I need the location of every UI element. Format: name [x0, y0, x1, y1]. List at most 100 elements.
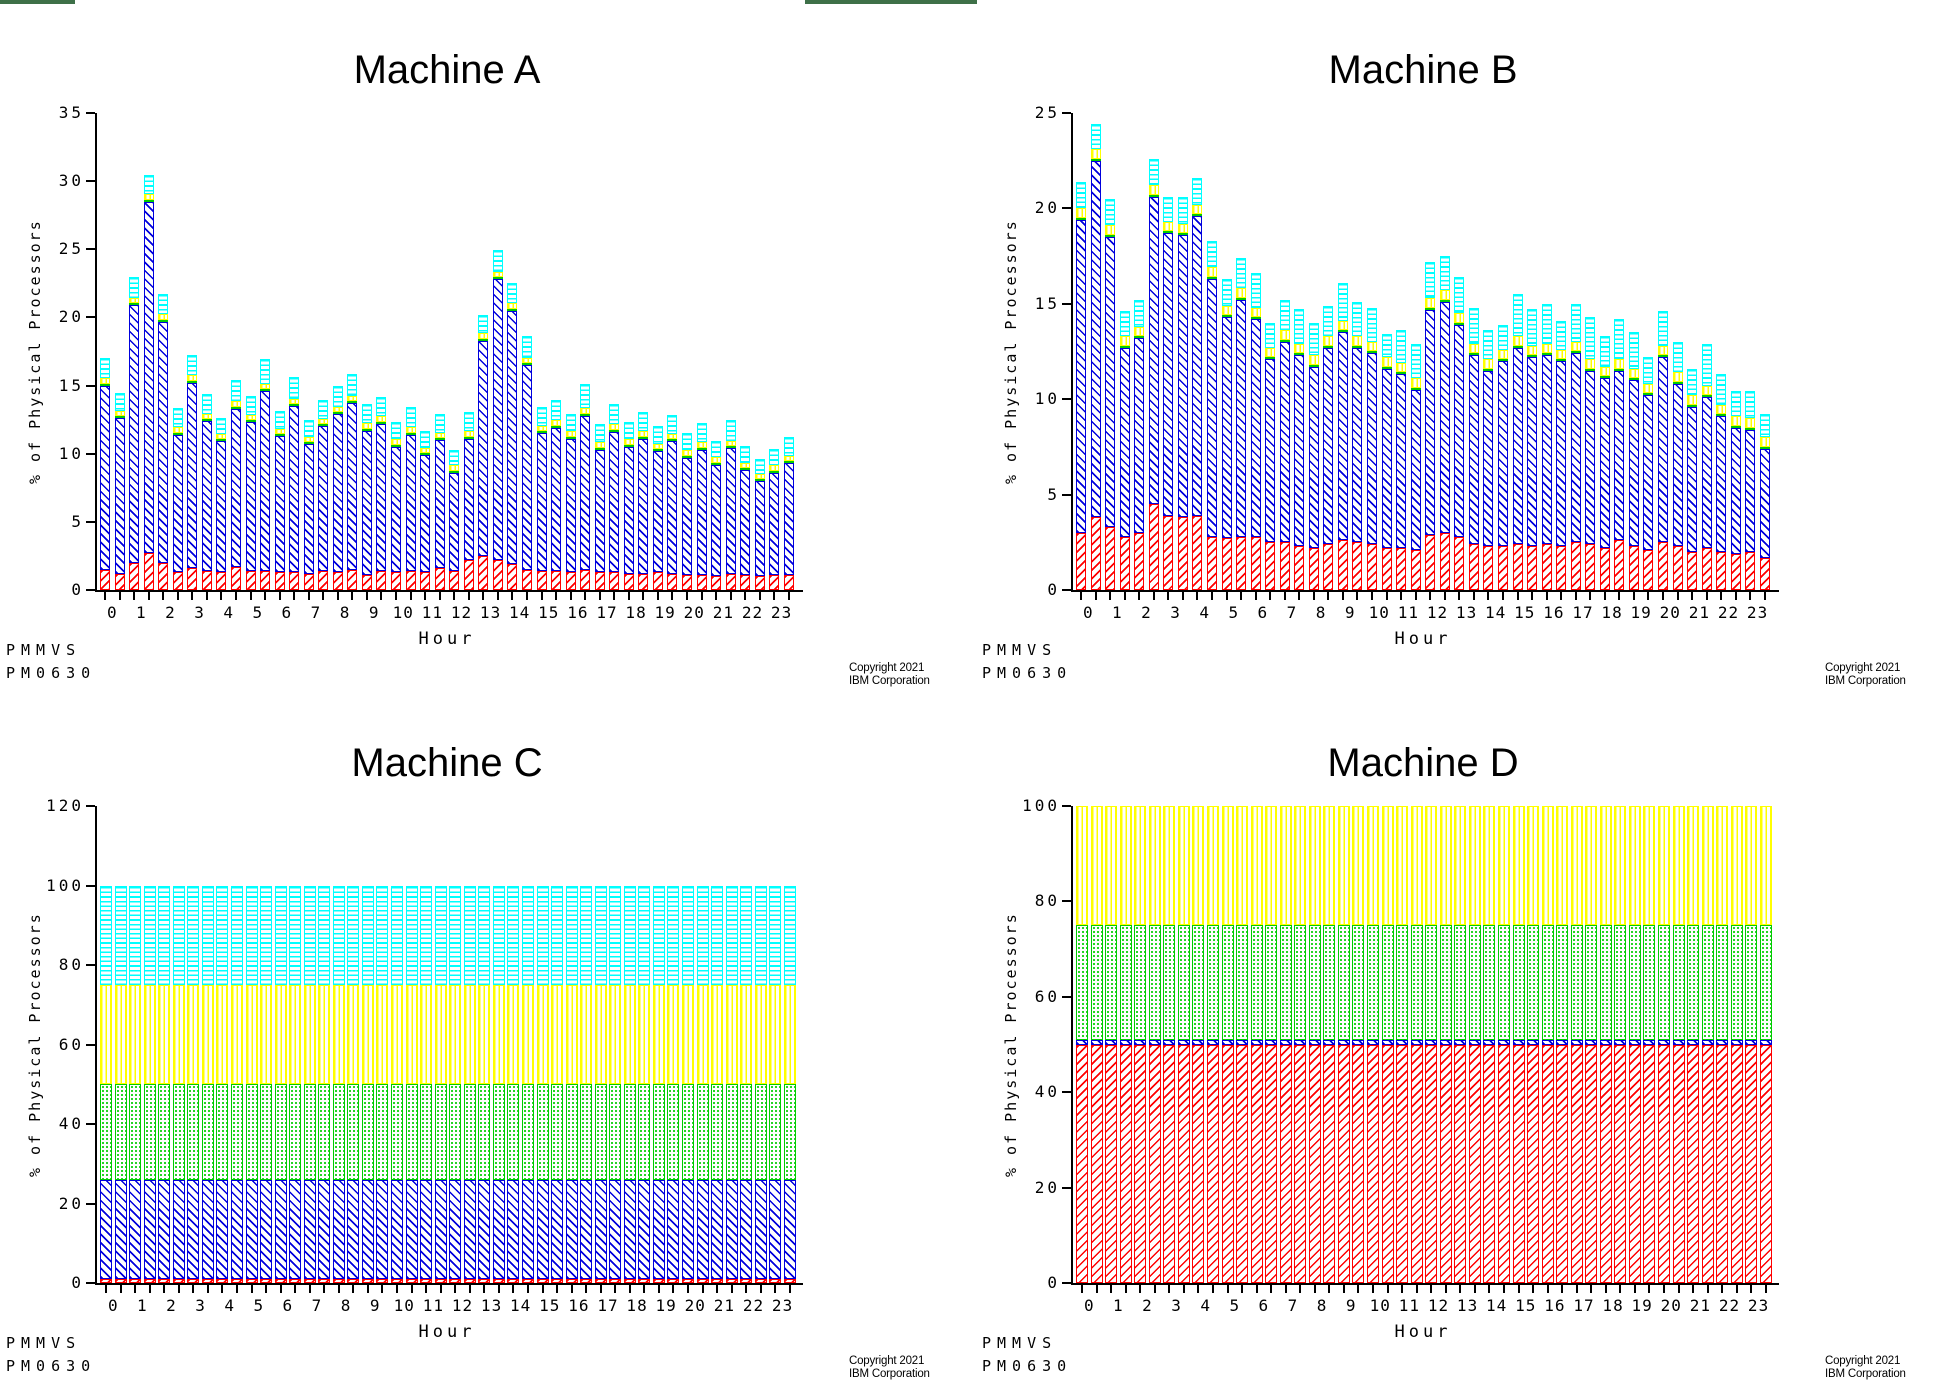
bar-segment-cyan: [216, 885, 229, 985]
bar-segment-red: [1701, 1044, 1714, 1283]
bar-segment-blue: [1119, 1039, 1132, 1045]
bar-segment-green: [1570, 925, 1583, 1040]
bar-segment-red: [332, 1279, 345, 1283]
x-tick-label: 5: [253, 1296, 265, 1315]
bar-segment-cyan: [187, 354, 198, 376]
y-tick-label: 15: [58, 375, 84, 395]
x-tick-label: 10: [1368, 603, 1390, 622]
bar-segment-green: [682, 1084, 694, 1180]
x-axis-tick: [1706, 1284, 1709, 1293]
bar-segment-yellow: [187, 984, 200, 1085]
bar-segment-green: [740, 468, 751, 471]
y-axis-tick: [1062, 805, 1071, 807]
product-code-line2: PM0630: [6, 664, 97, 682]
x-tick-label: 13: [1456, 1296, 1479, 1315]
bar-segment-yellow: [1163, 806, 1176, 926]
copyright-notice: Copyright 2021 IBM Corporation: [849, 1355, 930, 1381]
bar-segment-blue: [1192, 1039, 1205, 1045]
stacked-bar: [1323, 806, 1336, 1283]
x-tick-label: 19: [655, 1296, 677, 1315]
stacked-bar: [289, 376, 300, 590]
stacked-bar: [1687, 368, 1698, 590]
x-axis-tick: [1298, 591, 1301, 600]
copyright-line2: IBM Corporation: [1825, 675, 1906, 687]
bar-segment-blue: [274, 1179, 287, 1280]
bar-segment-blue: [1206, 1039, 1219, 1045]
bar-segment-red: [1599, 548, 1610, 590]
stacked-bar: [1527, 806, 1540, 1283]
bar-segment-yellow: [1119, 806, 1132, 926]
bar-segment-cyan: [1396, 330, 1407, 363]
x-tick-label: 22: [741, 603, 764, 622]
bar-segment-red: [594, 1279, 607, 1283]
x-tick-label: 16: [568, 1296, 590, 1315]
bar-segment-green: [1308, 925, 1321, 1040]
bar-segment-green: [551, 1084, 564, 1180]
bar-segment-blue: [245, 422, 256, 571]
stacked-bar: [783, 885, 796, 1283]
copyright-notice: Copyright 2021 IBM Corporation: [1825, 662, 1906, 688]
bar-segment-yellow: [1410, 806, 1423, 926]
bar-segment-cyan: [1658, 311, 1668, 346]
x-axis-tick: [1138, 591, 1141, 600]
bar-segment-red: [769, 575, 780, 590]
bar-segment-blue: [492, 279, 503, 561]
bar-segment-red: [114, 573, 125, 590]
bar-segment-red: [1512, 544, 1523, 590]
bar-segment-yellow: [783, 984, 796, 1085]
x-axis-tick: [1255, 1284, 1258, 1293]
x-axis-label: Hour: [1394, 629, 1452, 649]
bar-segment-green: [201, 419, 212, 421]
bar-segment-green: [1134, 925, 1147, 1040]
bar-segment-green: [1410, 925, 1423, 1040]
y-axis-tick: [1062, 112, 1071, 114]
bar-segment-blue: [1105, 1039, 1118, 1045]
bar-segment-red: [1352, 1044, 1365, 1283]
stacked-bar: [1570, 303, 1581, 590]
product-code-line2: PM0630: [6, 1357, 97, 1375]
stacked-bar: [1527, 309, 1538, 590]
y-tick-label: 10: [58, 443, 84, 463]
chart-title: Machine B: [1328, 48, 1518, 92]
bar-segment-cyan: [347, 374, 358, 396]
bar-segment-cyan: [1148, 158, 1159, 186]
x-axis-tick: [672, 1284, 675, 1293]
bar-segment-yellow: [1658, 806, 1670, 926]
bar-segment-green: [1221, 315, 1232, 318]
bar-segment-red: [1759, 1044, 1772, 1283]
bar-segment-red: [405, 1279, 418, 1283]
bar-segment-green: [1628, 378, 1639, 381]
bar-segment-red: [1672, 546, 1683, 590]
bar-segment-blue: [783, 463, 794, 575]
bar-segment-yellow: [1716, 806, 1729, 926]
stacked-bar: [230, 885, 243, 1283]
bar-segment-red: [725, 1279, 738, 1283]
x-axis-tick: [643, 1284, 646, 1293]
bar-segment-yellow: [1294, 343, 1305, 354]
copyright-line1: Copyright 2021: [849, 662, 925, 674]
stacked-bar: [580, 383, 591, 590]
bar-segment-red: [1294, 546, 1305, 590]
stacked-bar: [1730, 391, 1741, 590]
x-axis-tick: [163, 1284, 166, 1293]
x-tick-label: 0: [106, 603, 118, 622]
bar-segment-red: [1658, 1044, 1670, 1283]
bar-segment-cyan: [1119, 311, 1130, 337]
x-axis-tick: [1589, 591, 1592, 600]
x-axis-tick: [1109, 591, 1112, 600]
bar-segment-green: [1119, 345, 1130, 348]
x-axis-tick: [1225, 591, 1228, 600]
bar-segment-yellow: [100, 984, 112, 1085]
bar-segment-cyan: [1599, 336, 1610, 367]
bar-segment-yellow: [638, 984, 651, 1085]
stacked-bar: [1730, 806, 1743, 1283]
x-axis-tick: [1401, 1284, 1404, 1293]
bar-segment-blue: [1468, 1039, 1481, 1045]
stacked-bar: [1745, 806, 1758, 1283]
bar-segment-blue: [274, 436, 285, 573]
bar-segment-red: [391, 1279, 403, 1283]
stacked-bar: [201, 394, 212, 590]
bar-segment-cyan: [638, 885, 651, 985]
bar-segment-cyan: [1672, 341, 1683, 373]
bar-segment-blue: [1599, 1039, 1612, 1045]
